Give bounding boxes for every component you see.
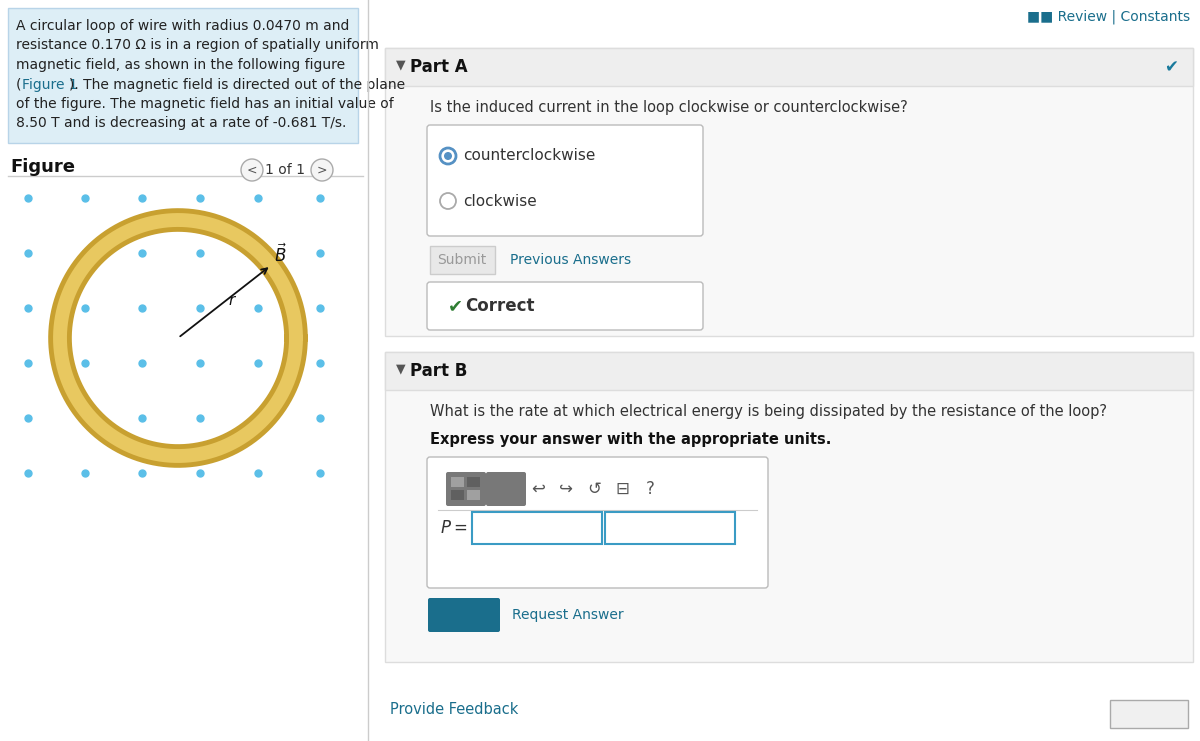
Text: ■■ Review | Constants: ■■ Review | Constants — [1027, 10, 1190, 24]
Text: μÅ: μÅ — [498, 483, 514, 495]
Text: Is the induced current in the loop clockwise or counterclockwise?: Is the induced current in the loop clock… — [430, 100, 907, 115]
Text: ↩: ↩ — [532, 480, 545, 498]
FancyBboxPatch shape — [467, 490, 480, 500]
Text: $\vec{B}$: $\vec{B}$ — [274, 243, 287, 266]
FancyBboxPatch shape — [385, 48, 1193, 86]
FancyBboxPatch shape — [472, 512, 602, 544]
FancyBboxPatch shape — [385, 352, 1193, 662]
Text: ▼: ▼ — [396, 362, 406, 375]
Text: of the figure. The magnetic field has an initial value of: of the figure. The magnetic field has an… — [16, 97, 394, 111]
Text: Next ›: Next › — [1128, 707, 1170, 721]
Text: Value: Value — [514, 519, 560, 537]
Text: ✔: ✔ — [1164, 58, 1178, 76]
Text: Part B: Part B — [410, 362, 467, 380]
Text: Submit: Submit — [439, 608, 488, 622]
Text: A circular loop of wire with radius 0.0470 m and: A circular loop of wire with radius 0.04… — [16, 19, 349, 33]
Circle shape — [444, 152, 452, 160]
FancyBboxPatch shape — [8, 8, 358, 143]
Text: Units: Units — [649, 519, 691, 537]
Text: 8.50 T and is decreasing at a rate of -0.681 T/s.: 8.50 T and is decreasing at a rate of -0… — [16, 116, 347, 130]
Circle shape — [311, 159, 334, 181]
FancyBboxPatch shape — [446, 472, 486, 506]
Text: magnetic field, as shown in the following figure: magnetic field, as shown in the followin… — [16, 58, 346, 72]
Circle shape — [440, 148, 456, 164]
FancyBboxPatch shape — [385, 352, 1193, 390]
Text: Figure: Figure — [10, 158, 74, 176]
FancyBboxPatch shape — [451, 490, 464, 500]
Text: clockwise: clockwise — [463, 193, 536, 208]
Text: Submit: Submit — [437, 253, 487, 267]
Text: ⊟: ⊟ — [616, 480, 629, 498]
Circle shape — [440, 193, 456, 209]
Text: ✔: ✔ — [448, 297, 463, 315]
FancyBboxPatch shape — [605, 512, 734, 544]
Text: counterclockwise: counterclockwise — [463, 148, 595, 164]
FancyBboxPatch shape — [427, 457, 768, 588]
Text: What is the rate at which electrical energy is being dissipated by the resistanc: What is the rate at which electrical ene… — [430, 404, 1108, 419]
Circle shape — [440, 148, 456, 164]
FancyBboxPatch shape — [0, 0, 368, 741]
Circle shape — [241, 159, 263, 181]
Text: (: ( — [16, 78, 22, 91]
FancyBboxPatch shape — [467, 477, 480, 487]
Text: Correct: Correct — [466, 297, 534, 315]
Text: ). The magnetic field is directed out of the plane: ). The magnetic field is directed out of… — [70, 78, 406, 91]
Text: Previous Answers: Previous Answers — [510, 253, 631, 267]
Text: ?: ? — [646, 480, 654, 498]
Text: 1 of 1: 1 of 1 — [265, 163, 305, 177]
Text: Express your answer with the appropriate units.: Express your answer with the appropriate… — [430, 432, 832, 447]
Text: >: > — [317, 164, 328, 176]
FancyBboxPatch shape — [451, 477, 464, 487]
FancyBboxPatch shape — [385, 48, 1193, 336]
Text: $r$: $r$ — [228, 293, 238, 308]
Text: Figure 1: Figure 1 — [22, 78, 78, 91]
FancyBboxPatch shape — [1110, 700, 1188, 728]
FancyBboxPatch shape — [427, 125, 703, 236]
Text: ▼: ▼ — [396, 58, 406, 71]
Text: Request Answer: Request Answer — [512, 608, 624, 622]
FancyBboxPatch shape — [430, 246, 496, 274]
FancyBboxPatch shape — [428, 598, 500, 632]
FancyBboxPatch shape — [427, 282, 703, 330]
Text: resistance 0.170 Ω is in a region of spatially uniform: resistance 0.170 Ω is in a region of spa… — [16, 39, 379, 53]
Text: ↪: ↪ — [559, 480, 572, 498]
Text: ↺: ↺ — [587, 480, 601, 498]
FancyBboxPatch shape — [486, 472, 526, 506]
Text: Provide Feedback: Provide Feedback — [390, 702, 518, 717]
FancyBboxPatch shape — [380, 0, 1200, 741]
Text: Part A: Part A — [410, 58, 468, 76]
Text: <: < — [247, 164, 257, 176]
Text: $P =$: $P =$ — [440, 519, 467, 537]
